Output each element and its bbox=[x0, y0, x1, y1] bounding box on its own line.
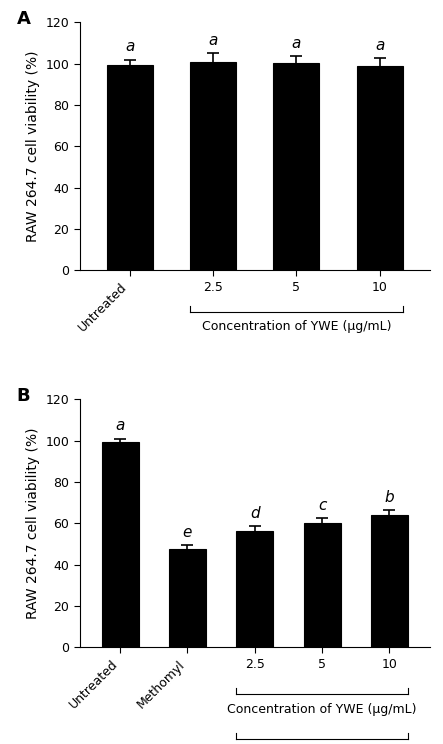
Bar bbox=[273, 62, 319, 270]
Text: A: A bbox=[17, 10, 31, 28]
Text: a: a bbox=[125, 39, 134, 54]
Bar bbox=[101, 442, 139, 647]
Bar bbox=[107, 65, 153, 270]
Bar bbox=[357, 65, 403, 270]
Bar bbox=[169, 549, 206, 647]
Text: B: B bbox=[17, 387, 31, 405]
Text: a: a bbox=[375, 39, 385, 54]
Bar bbox=[303, 523, 341, 647]
Bar bbox=[190, 62, 236, 270]
Text: e: e bbox=[183, 525, 192, 540]
Text: Concentration of YWE (µg/mL): Concentration of YWE (µg/mL) bbox=[227, 703, 417, 716]
Text: c: c bbox=[318, 498, 326, 513]
Text: a: a bbox=[291, 36, 301, 51]
Text: Concentration of YWE (µg/mL): Concentration of YWE (µg/mL) bbox=[202, 320, 391, 333]
Y-axis label: RAW 264.7 cell viability (%): RAW 264.7 cell viability (%) bbox=[26, 428, 40, 619]
Bar bbox=[371, 515, 408, 647]
Text: a: a bbox=[208, 33, 218, 48]
Bar bbox=[236, 530, 273, 647]
Text: a: a bbox=[116, 418, 125, 433]
Y-axis label: RAW 264.7 cell viability (%): RAW 264.7 cell viability (%) bbox=[26, 51, 40, 242]
Text: d: d bbox=[250, 506, 260, 522]
Text: b: b bbox=[385, 490, 394, 504]
